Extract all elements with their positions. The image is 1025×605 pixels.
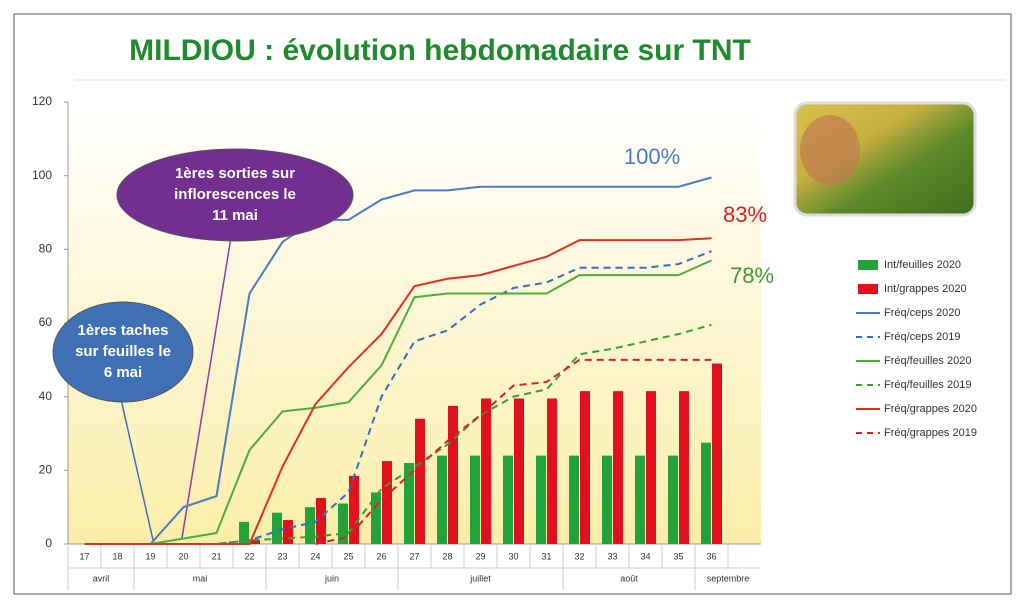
x-tick-label: 20 [178,551,188,561]
bar [382,461,392,544]
x-tick-label: 25 [343,551,353,561]
x-tick-label: 35 [673,551,683,561]
x-tick-label: 36 [706,551,716,561]
x-tick-label: 19 [145,551,155,561]
bar [448,406,458,544]
y-tick-label: 20 [39,463,53,477]
annotation: 83% [723,202,767,227]
y-tick-label: 60 [39,315,53,329]
y-tick-label: 100 [32,168,52,182]
x-tick-label: 21 [211,551,221,561]
month-label: septembre [707,573,750,583]
x-tick-label: 27 [409,551,419,561]
x-tick-label: 26 [376,551,386,561]
legend-label: Fréq/feuilles 2020 [884,355,971,367]
legend-label: Fréq/grappes 2019 [884,427,977,439]
legend-label: Fréq/feuilles 2019 [884,379,971,391]
x-tick-label: 18 [112,551,122,561]
legend-label: Fréq/ceps 2020 [884,307,960,319]
legend-label: Fréq/grappes 2020 [884,403,977,415]
annotation: 78% [730,263,774,288]
y-tick-label: 80 [39,242,53,256]
bar [635,456,645,544]
bar [470,456,480,544]
callout-text: 1ères taches [78,322,169,339]
x-tick-label: 22 [244,551,254,561]
bar [668,456,678,544]
callout-text: 11 mai [212,207,258,224]
x-tick-label: 23 [277,551,287,561]
month-label: juillet [469,573,491,583]
legend-swatch [858,284,878,294]
x-tick-label: 32 [574,551,584,561]
bar [503,456,513,544]
month-label: juin [324,573,339,583]
bar [437,456,447,544]
bar [646,391,656,544]
bar [305,507,315,544]
chart: MILDIOU : évolution hebdomadaire sur TNT… [0,0,1025,605]
y-tick-label: 0 [45,536,52,550]
chart-title: MILDIOU : évolution hebdomadaire sur TNT [129,34,751,67]
bar [602,456,612,544]
y-tick-label: 120 [32,94,52,108]
page: {"chart_data": {"type": "combo", "title"… [0,0,1025,605]
bar [679,391,689,544]
x-tick-label: 29 [475,551,485,561]
month-label: mai [193,573,208,583]
month-label: août [620,573,638,583]
bar [514,399,524,544]
y-tick-label: 40 [39,389,53,403]
bar [613,391,623,544]
x-tick-label: 28 [442,551,452,561]
leaf-spot [800,115,860,185]
x-tick-label: 34 [640,551,650,561]
x-tick-label: 17 [79,551,89,561]
legend-label: Int/feuilles 2020 [884,259,961,271]
legend-label: Fréq/ceps 2019 [884,331,960,343]
bar [547,399,557,544]
x-tick-label: 33 [607,551,617,561]
x-tick-label: 24 [310,551,320,561]
callout-text: 6 mai [104,364,142,381]
bar [712,364,722,544]
callout-text: inflorescences le [174,186,296,203]
bar [536,456,546,544]
legend-swatch [858,260,878,270]
bar [569,456,579,544]
callout-text: 1ères sorties sur [175,165,295,182]
annotation: 100% [624,144,680,169]
legend-label: Int/grappes 2020 [884,283,967,295]
bar [481,399,491,544]
x-tick-label: 30 [508,551,518,561]
callout-text: sur feuilles le [75,343,171,360]
bar [415,419,425,544]
bar [580,391,590,544]
bar [701,443,711,544]
month-label: avril [93,573,110,583]
bar [283,520,293,544]
x-tick-label: 31 [541,551,551,561]
